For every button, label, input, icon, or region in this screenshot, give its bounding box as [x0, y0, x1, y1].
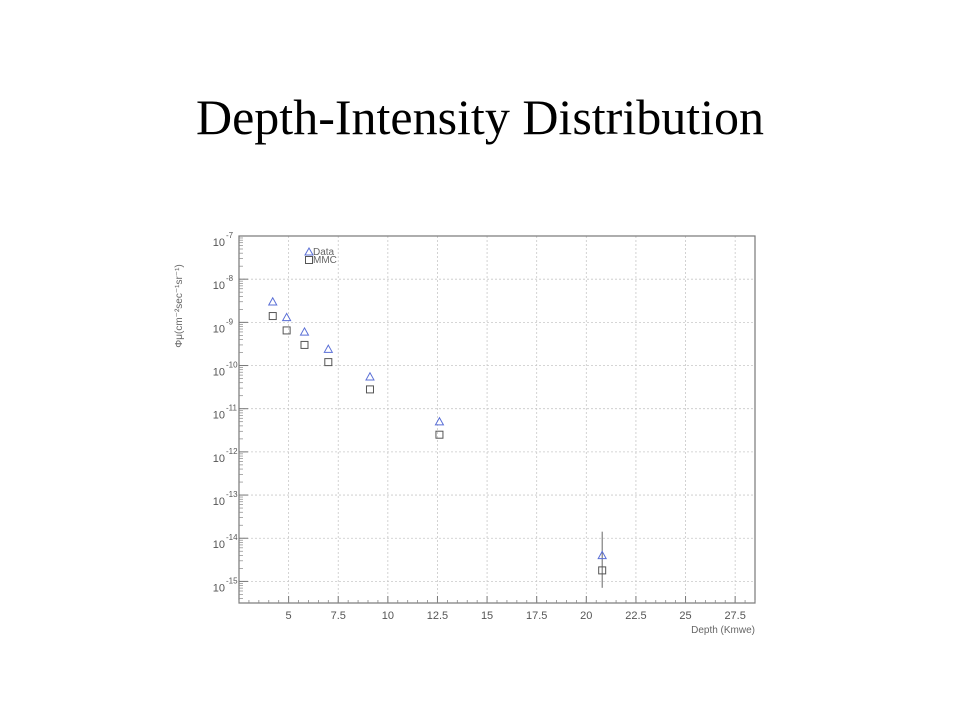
legend-mmc-marker [305, 256, 313, 264]
mmc-point [300, 340, 309, 349]
y-tick-exponent: -10 [226, 361, 238, 370]
mmc-point [435, 430, 444, 439]
tick-layer: 5 7.5 10 12.5 15 17.5 20 22.5 25 27.510-710-810-9… [213, 231, 756, 622]
y-tick-exponent: -13 [226, 490, 238, 499]
x-tick-label: 25 [679, 610, 691, 622]
x-tick-label: 5 [286, 610, 292, 622]
x-tick-label: 27.5 [724, 610, 745, 622]
slide-title: Depth-Intensity Distribution [196, 89, 764, 145]
x-tick-label: 22.5 [625, 610, 646, 622]
y-tick-label: 10 [213, 410, 225, 422]
marks-layer [267, 296, 608, 588]
y-tick-label: 10 [213, 237, 225, 249]
mmc-point [365, 385, 374, 394]
data-point [323, 344, 334, 353]
y-tick-exponent: -14 [226, 533, 238, 542]
y-tick-exponent: -7 [226, 231, 234, 240]
legend-data-marker [304, 246, 314, 256]
x-tick-label: 10 [382, 610, 394, 622]
y-tick-label: 10 [213, 582, 225, 594]
y-tick-exponent: -11 [226, 404, 238, 413]
y-tick-exponent: -8 [226, 274, 234, 283]
y-axis-label: Φμ(cm⁻²sec⁻¹sr⁻¹) [174, 264, 185, 347]
mmc-point [598, 566, 607, 575]
plot-frame [238, 235, 756, 604]
y-tick-label: 10 [213, 453, 225, 465]
legend-mmc-label: MMC [313, 255, 337, 266]
data-point [299, 326, 310, 336]
depth-intensity-chart: 5 7.5 10 12.5 15 17.5 20 22.5 25 27.510-710-810-9… [174, 231, 756, 636]
x-tick-label: 20 [580, 610, 592, 622]
y-tick-label: 10 [213, 367, 225, 379]
y-tick-label: 10 [213, 539, 225, 551]
mmc-point [324, 358, 333, 367]
mmc-point [268, 312, 277, 321]
x-tick-label: 7.5 [331, 610, 346, 622]
grid-layer [239, 235, 755, 603]
data-point [597, 550, 608, 560]
data-point [434, 416, 445, 426]
data-point [281, 312, 292, 322]
data-point [365, 371, 375, 381]
y-tick-exponent: -9 [226, 317, 234, 326]
legend-data-label: Data [313, 247, 335, 258]
x-tick-label: 15 [481, 610, 493, 622]
y-tick-label: 10 [213, 280, 225, 292]
y-tick-label: 10 [213, 496, 225, 508]
x-tick-label: 12.5 [427, 610, 448, 622]
x-axis-label: Depth (Kmwe) [691, 625, 755, 636]
y-tick-exponent: -15 [226, 576, 238, 585]
y-tick-label: 10 [213, 323, 225, 335]
data-point [267, 296, 278, 306]
mmc-point [282, 326, 291, 335]
x-tick-label: 17.5 [526, 610, 547, 622]
y-tick-exponent: -12 [226, 447, 238, 456]
